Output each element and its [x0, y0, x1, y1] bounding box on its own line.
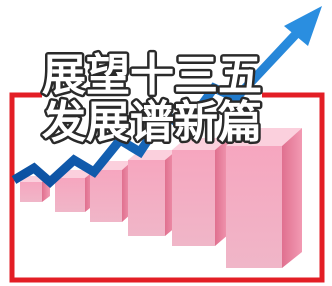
illustration: 展望十三五 发展谱新篇: [0, 0, 332, 286]
bar: [226, 128, 302, 268]
headline-line1: 展望十三五: [42, 50, 262, 101]
bar: [128, 150, 177, 236]
bars: [20, 128, 302, 268]
bar: [172, 138, 229, 246]
headline-line2: 发展谱新篇: [42, 97, 262, 148]
